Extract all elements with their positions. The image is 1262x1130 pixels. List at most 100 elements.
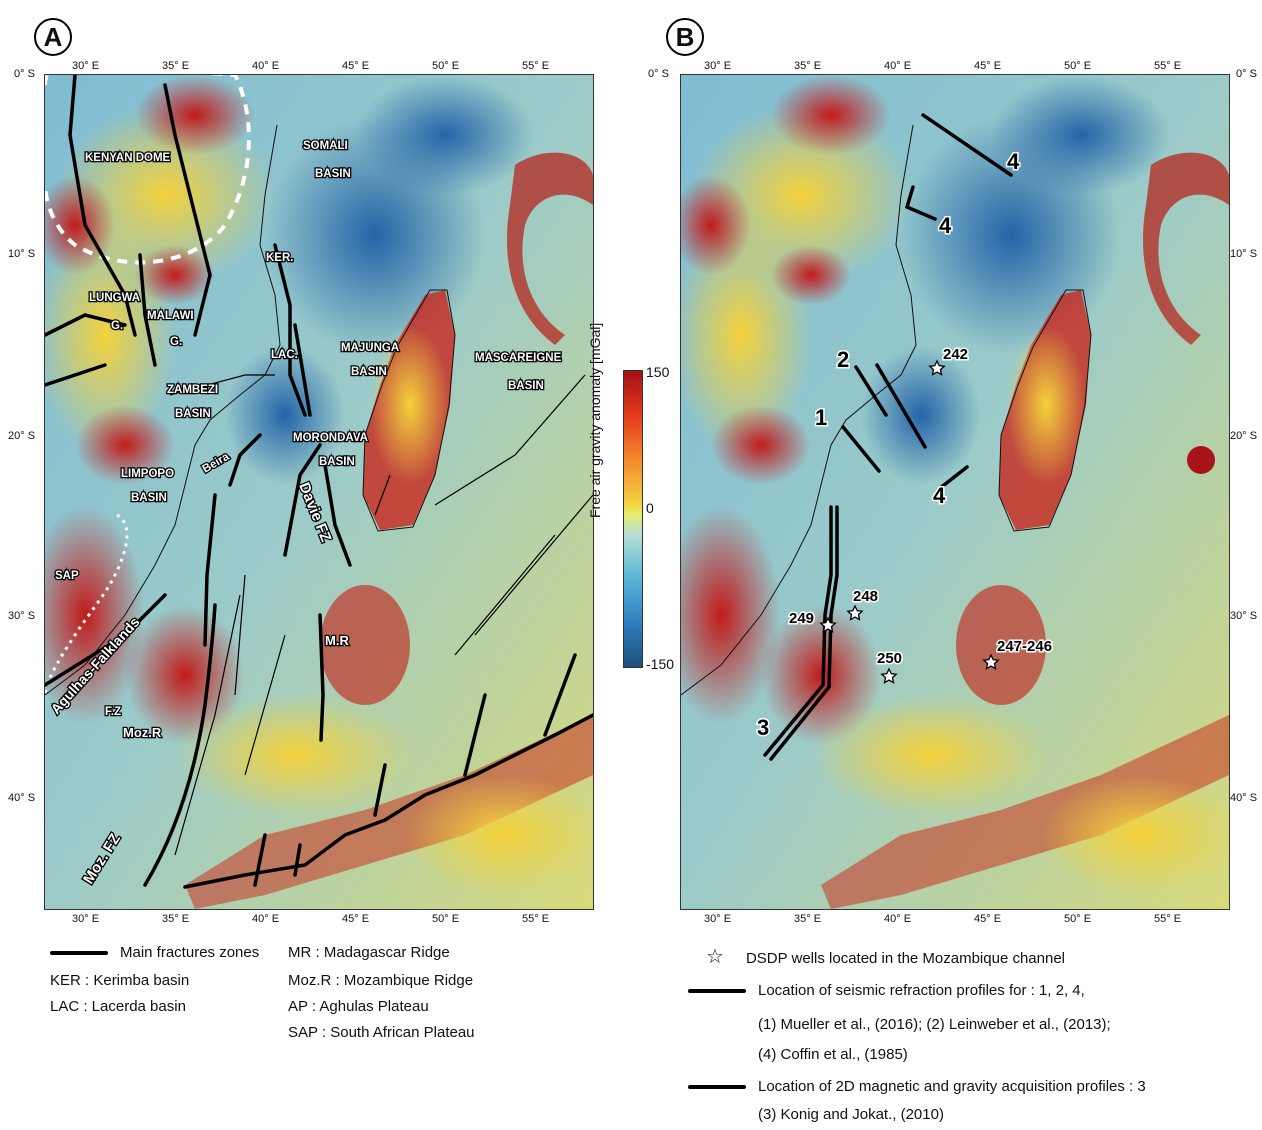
legend-magnetic-text: Location of 2D magnetic and gravity acqu… — [758, 1078, 1146, 1095]
label-lungwa: LUNGWA — [89, 292, 140, 304]
tick-lon: 30° E — [704, 60, 732, 72]
tick-lat: 40° S — [8, 792, 36, 804]
tick-lon: 40° E — [884, 60, 912, 72]
tick-lon: 35° E — [162, 60, 190, 72]
legend-lac: LAC : Lacerda basin — [50, 998, 186, 1015]
tick-lon: 55° E — [522, 60, 550, 72]
label-profile-4c: 4 — [933, 483, 946, 508]
legend-ker: KER : Kerimba basin — [50, 972, 190, 989]
legend-mr: MR : Madagascar Ridge — [288, 944, 450, 961]
well-242-star-icon — [928, 359, 946, 376]
label-ker: KER. — [266, 252, 293, 264]
tick-lat: 30° S — [1230, 610, 1258, 622]
tick-lon: 50° E — [1064, 60, 1092, 72]
label-profile-1: 1 — [815, 405, 827, 430]
label-mascareigne: MASCAREIGNE — [475, 352, 562, 364]
seismic-line-swatch — [688, 989, 746, 994]
tick-lon: 50° E — [432, 913, 460, 925]
tick-lat: 0° S — [1236, 68, 1257, 80]
colorbar-min: -150 — [646, 656, 675, 672]
label-morondava-2: BASIN — [319, 456, 355, 468]
legend-ref1: (1) Mueller et al., (2016); (2) Leinwebe… — [758, 1016, 1111, 1033]
legend-seismic: Location of seismic refraction profiles … — [688, 982, 1085, 999]
colorbar-title: Free air gravity anomaly [mGal] — [587, 322, 603, 518]
tick-lon: 30° E — [72, 913, 100, 925]
tick-lat: 0° S — [648, 68, 669, 80]
panel-a-label: A — [34, 18, 72, 56]
label-profile-4a: 4 — [1007, 149, 1020, 174]
label-mr: M.R — [325, 633, 349, 648]
label-zambezi: ZAMBEZI — [167, 384, 218, 396]
tick-lon: 50° E — [432, 60, 460, 72]
star-icon: ☆ — [706, 946, 724, 968]
legend-seismic-text: Location of seismic refraction profiles … — [758, 982, 1085, 999]
gravity-map-b: 4 4 2 1 4 3 242 248 249 250 247-246 — [681, 75, 1229, 909]
colorbar — [623, 370, 643, 668]
tick-lon: 50° E — [1064, 913, 1092, 925]
legend-dsdp-text: DSDP wells located in the Mozambique cha… — [745, 950, 1066, 967]
legend-magnetic: Location of 2D magnetic and gravity acqu… — [688, 1078, 1146, 1095]
gravity-map-a: KENYAN DOME SOMALI BASIN KER. LUNGWA G. … — [45, 75, 593, 909]
tick-lon: 55° E — [1154, 913, 1182, 925]
label-profile-2: 2 — [837, 347, 849, 372]
tick-lon: 55° E — [522, 913, 550, 925]
label-malawi: MALAWI — [147, 310, 194, 322]
label-kenyan-dome: KENYAN DOME — [85, 152, 171, 164]
well-248-star-icon — [846, 604, 864, 621]
label-well-248: 248 — [853, 588, 878, 605]
colorbar-mid: 0 — [646, 500, 654, 516]
label-well-250: 250 — [877, 650, 902, 667]
label-somali-basin: SOMALI — [303, 140, 348, 152]
tick-lat: 30° S — [8, 610, 36, 622]
label-somali-basin-2: BASIN — [315, 168, 351, 180]
label-profile-3: 3 — [757, 715, 769, 740]
legend-dsdp: ☆ DSDP wells located in the Mozambique ch… — [706, 944, 1065, 969]
well-249-star-icon — [819, 616, 837, 633]
panel-b-label: B — [666, 18, 704, 56]
label-limpopo-2: BASIN — [131, 492, 167, 504]
label-malawi-2: G. — [170, 336, 182, 348]
tick-lon: 35° E — [794, 60, 822, 72]
legend-ap: AP : Aghulas Plateau — [288, 998, 429, 1015]
tick-lon: 45° E — [342, 60, 370, 72]
tick-lon: 35° E — [162, 913, 190, 925]
legend-main-fz-text: Main fractures zones — [120, 944, 260, 961]
legend-ref2: (4) Coffin et al., (1985) — [758, 1046, 908, 1063]
label-agulhas-fz: F.Z — [105, 706, 121, 718]
tick-lon: 45° E — [974, 913, 1002, 925]
label-majunga: MAJUNGA — [341, 342, 399, 354]
label-lungwa-2: G. — [111, 320, 123, 332]
label-sap: SAP — [55, 570, 79, 582]
label-mascareigne-2: BASIN — [508, 380, 544, 392]
label-lac: LAC. — [271, 349, 298, 361]
tick-lat: 0° S — [14, 68, 35, 80]
legend-mozr: Moz.R : Mozambique Ridge — [288, 972, 474, 989]
tick-lon: 40° E — [252, 913, 280, 925]
label-well-242: 242 — [943, 346, 968, 363]
tick-lon: 40° E — [252, 60, 280, 72]
tick-lon: 45° E — [974, 60, 1002, 72]
label-zambezi-2: BASIN — [175, 408, 211, 420]
magnetic-line-swatch — [688, 1085, 746, 1090]
map-panel-a: KENYAN DOME SOMALI BASIN KER. LUNGWA G. … — [44, 74, 594, 910]
tick-lon: 45° E — [342, 913, 370, 925]
well-246-star-icon — [982, 653, 1000, 670]
well-250-star-icon — [880, 667, 898, 684]
tick-lon: 35° E — [794, 913, 822, 925]
label-majunga-2: BASIN — [351, 366, 387, 378]
map-panel-b: 4 4 2 1 4 3 242 248 249 250 247-246 — [680, 74, 1230, 910]
tick-lat: 20° S — [1230, 430, 1258, 442]
label-well-249: 249 — [789, 610, 814, 627]
tick-lon: 55° E — [1154, 60, 1182, 72]
legend-sap: SAP : South African Plateau — [288, 1024, 475, 1041]
label-morondava: MORONDAVA — [293, 432, 368, 444]
tick-lon: 30° E — [72, 60, 100, 72]
legend-ref3: (3) Konig and Jokat., (2010) — [758, 1106, 944, 1123]
label-limpopo: LIMPOPO — [121, 468, 174, 480]
fracture-line-swatch — [50, 951, 108, 956]
label-well-247-246: 247-246 — [997, 638, 1052, 655]
legend-main-fz: Main fractures zones — [50, 944, 259, 961]
label-profile-4b: 4 — [939, 213, 952, 238]
tick-lat: 40° S — [1230, 792, 1258, 804]
tick-lat: 10° S — [8, 248, 36, 260]
